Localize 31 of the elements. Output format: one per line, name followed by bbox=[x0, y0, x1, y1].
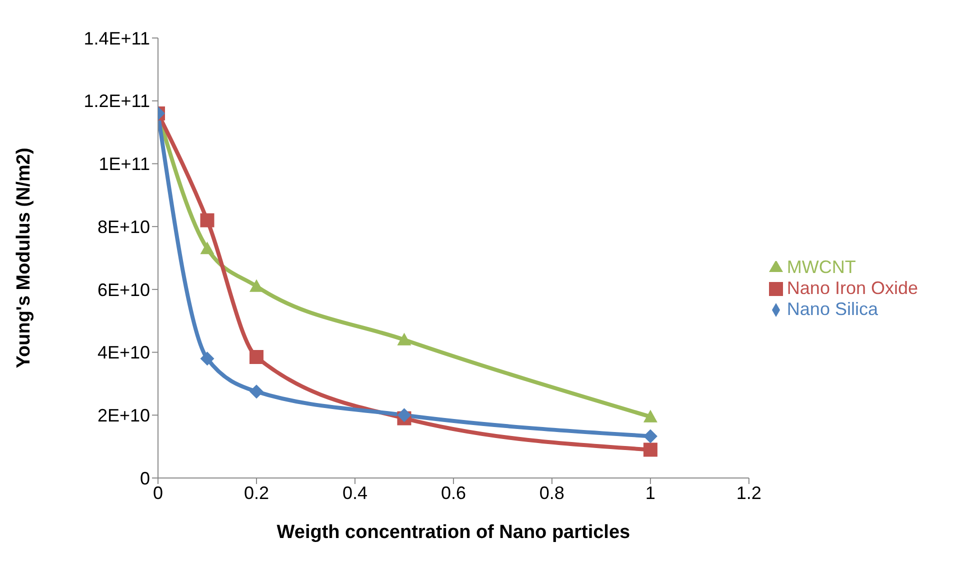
point bbox=[200, 213, 214, 228]
x-tick-label: 1 bbox=[645, 482, 656, 503]
point bbox=[397, 332, 412, 346]
x-tick-label: 0 bbox=[152, 482, 164, 503]
y-tick-label: 4E+10 bbox=[97, 342, 150, 363]
point bbox=[643, 442, 658, 457]
point bbox=[200, 242, 214, 254]
y-tick-label: 8E+10 bbox=[97, 216, 150, 237]
point bbox=[200, 352, 214, 366]
x-tick-label: 0.6 bbox=[440, 482, 466, 503]
y-axis-title: Young's Modulus (N/m2) bbox=[14, 148, 35, 368]
legend-label: Nano Silica bbox=[786, 298, 878, 318]
x-axis-title: Weigth concentration of Nano particles bbox=[276, 522, 630, 543]
y-tick-label: 1.4E+11 bbox=[84, 28, 150, 48]
x-tick-label: 0.8 bbox=[539, 482, 564, 503]
point bbox=[643, 429, 658, 444]
point bbox=[397, 408, 412, 422]
point bbox=[249, 350, 264, 364]
y-tick-label: 2E+10 bbox=[97, 406, 150, 426]
legend-label: Nano Iron Oxide bbox=[786, 278, 918, 298]
point bbox=[249, 279, 264, 292]
legend-label: MWCNT bbox=[786, 256, 856, 276]
x-tick-label: 1.2 bbox=[736, 482, 762, 503]
point bbox=[643, 410, 658, 422]
y-tick-label: 6E+10 bbox=[97, 280, 150, 300]
y-tick-label: 1.2E+11 bbox=[84, 91, 150, 112]
point bbox=[249, 384, 264, 399]
y-tick-label: 0 bbox=[140, 468, 150, 488]
x-tick-label: 0.2 bbox=[244, 482, 270, 503]
y-tick-label: 1E+11 bbox=[98, 154, 150, 174]
x-tick-label: 0.4 bbox=[342, 482, 368, 503]
